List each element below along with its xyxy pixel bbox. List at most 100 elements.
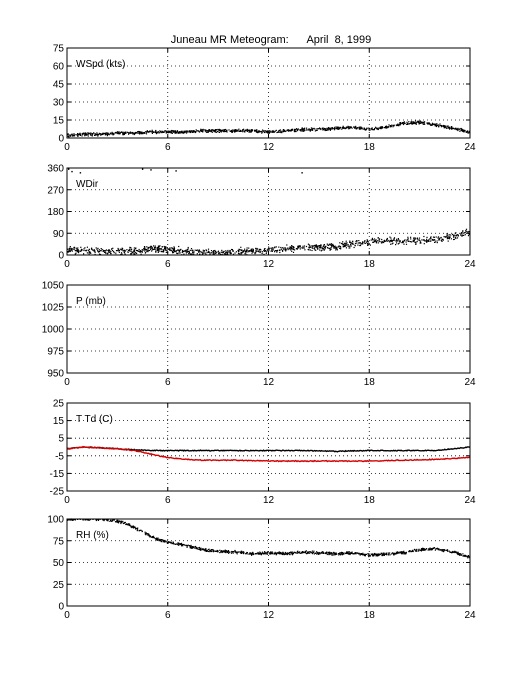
data-point: [413, 238, 415, 240]
data-point: [378, 239, 380, 241]
data-point: [100, 250, 102, 252]
data-point: [275, 554, 277, 556]
data-point: [328, 247, 331, 249]
data-point: [164, 539, 166, 542]
data-point: [201, 130, 203, 132]
data-point: [96, 132, 98, 134]
data-point: [358, 128, 360, 130]
data-point: [313, 245, 315, 247]
data-point: [329, 129, 331, 131]
data-point: [222, 130, 224, 132]
data-point: [143, 247, 145, 250]
data-point: [392, 126, 394, 128]
data-point: [244, 130, 246, 132]
data-point: [374, 552, 376, 555]
data-point: [145, 249, 147, 251]
data-point: [420, 122, 422, 124]
data-point: [345, 245, 347, 247]
data-point: [288, 247, 290, 249]
data-point: [465, 229, 467, 232]
data-point: [157, 538, 159, 540]
data-point: [397, 243, 399, 245]
y-tick-label: 25: [53, 399, 65, 410]
data-point: [416, 237, 418, 239]
data-point: [117, 519, 119, 521]
data-point: [75, 252, 77, 254]
data-point: [98, 133, 100, 135]
data-point: [123, 522, 125, 524]
data-point: [409, 123, 411, 125]
data-point: [354, 127, 356, 129]
data-point: [255, 250, 257, 252]
data-point: [381, 126, 383, 128]
data-point: [389, 554, 391, 556]
data-point: [403, 121, 405, 123]
data-point: [151, 131, 153, 133]
data-point: [232, 253, 235, 255]
data-point: [291, 245, 293, 247]
data-point: [280, 131, 282, 134]
data-point: [308, 246, 310, 248]
data-point: [193, 253, 195, 255]
data-point: [191, 131, 193, 133]
data-point: [120, 522, 122, 525]
data-point: [296, 248, 298, 250]
data-point: [165, 540, 167, 542]
data-point: [303, 245, 306, 247]
data-point: [457, 551, 459, 554]
data-point: [347, 244, 349, 246]
data-point: [354, 553, 356, 555]
data-point: [224, 128, 227, 131]
x-tick-label: 12: [263, 142, 275, 153]
data-point: [404, 122, 406, 124]
data-point: [90, 132, 92, 134]
data-point: [109, 133, 111, 135]
data-point: [302, 245, 304, 247]
data-point: [355, 552, 357, 554]
data-point: [73, 133, 75, 135]
data-point: [149, 535, 151, 537]
data-point: [202, 252, 204, 254]
data-point: [450, 551, 452, 553]
data-point: [344, 127, 346, 129]
data-point: [150, 169, 152, 171]
data-point: [264, 553, 266, 555]
data-point: [272, 247, 274, 250]
data-point: [410, 236, 412, 238]
data-point: [330, 127, 332, 129]
data-point: [421, 122, 423, 124]
data-point: [209, 252, 211, 254]
data-point: [423, 239, 425, 241]
data-point: [329, 553, 331, 555]
data-point: [231, 248, 233, 251]
data-point: [341, 128, 343, 130]
data-point: [215, 129, 217, 131]
data-point: [347, 551, 349, 553]
data-point: [421, 548, 423, 550]
data-point: [247, 251, 249, 253]
data-point: [403, 552, 405, 554]
data-point: [83, 133, 85, 135]
data-point: [345, 240, 347, 242]
data-point: [326, 127, 328, 129]
data-point: [329, 248, 331, 250]
data-point: [447, 236, 449, 238]
data-point: [175, 170, 177, 172]
data-point: [144, 250, 146, 252]
data-point: [168, 541, 170, 543]
data-point: [169, 247, 171, 249]
data-point: [131, 527, 133, 529]
data-point: [407, 240, 409, 242]
data-point: [220, 251, 222, 253]
data-point: [119, 520, 121, 522]
data-point: [271, 552, 273, 554]
data-point: [352, 553, 354, 555]
data-point: [422, 121, 424, 124]
data-point: [293, 552, 295, 555]
data-point: [366, 241, 368, 243]
data-point: [196, 548, 198, 550]
data-point: [147, 247, 149, 249]
data-point: [453, 238, 455, 240]
data-point: [254, 553, 257, 555]
data-point: [154, 247, 156, 249]
